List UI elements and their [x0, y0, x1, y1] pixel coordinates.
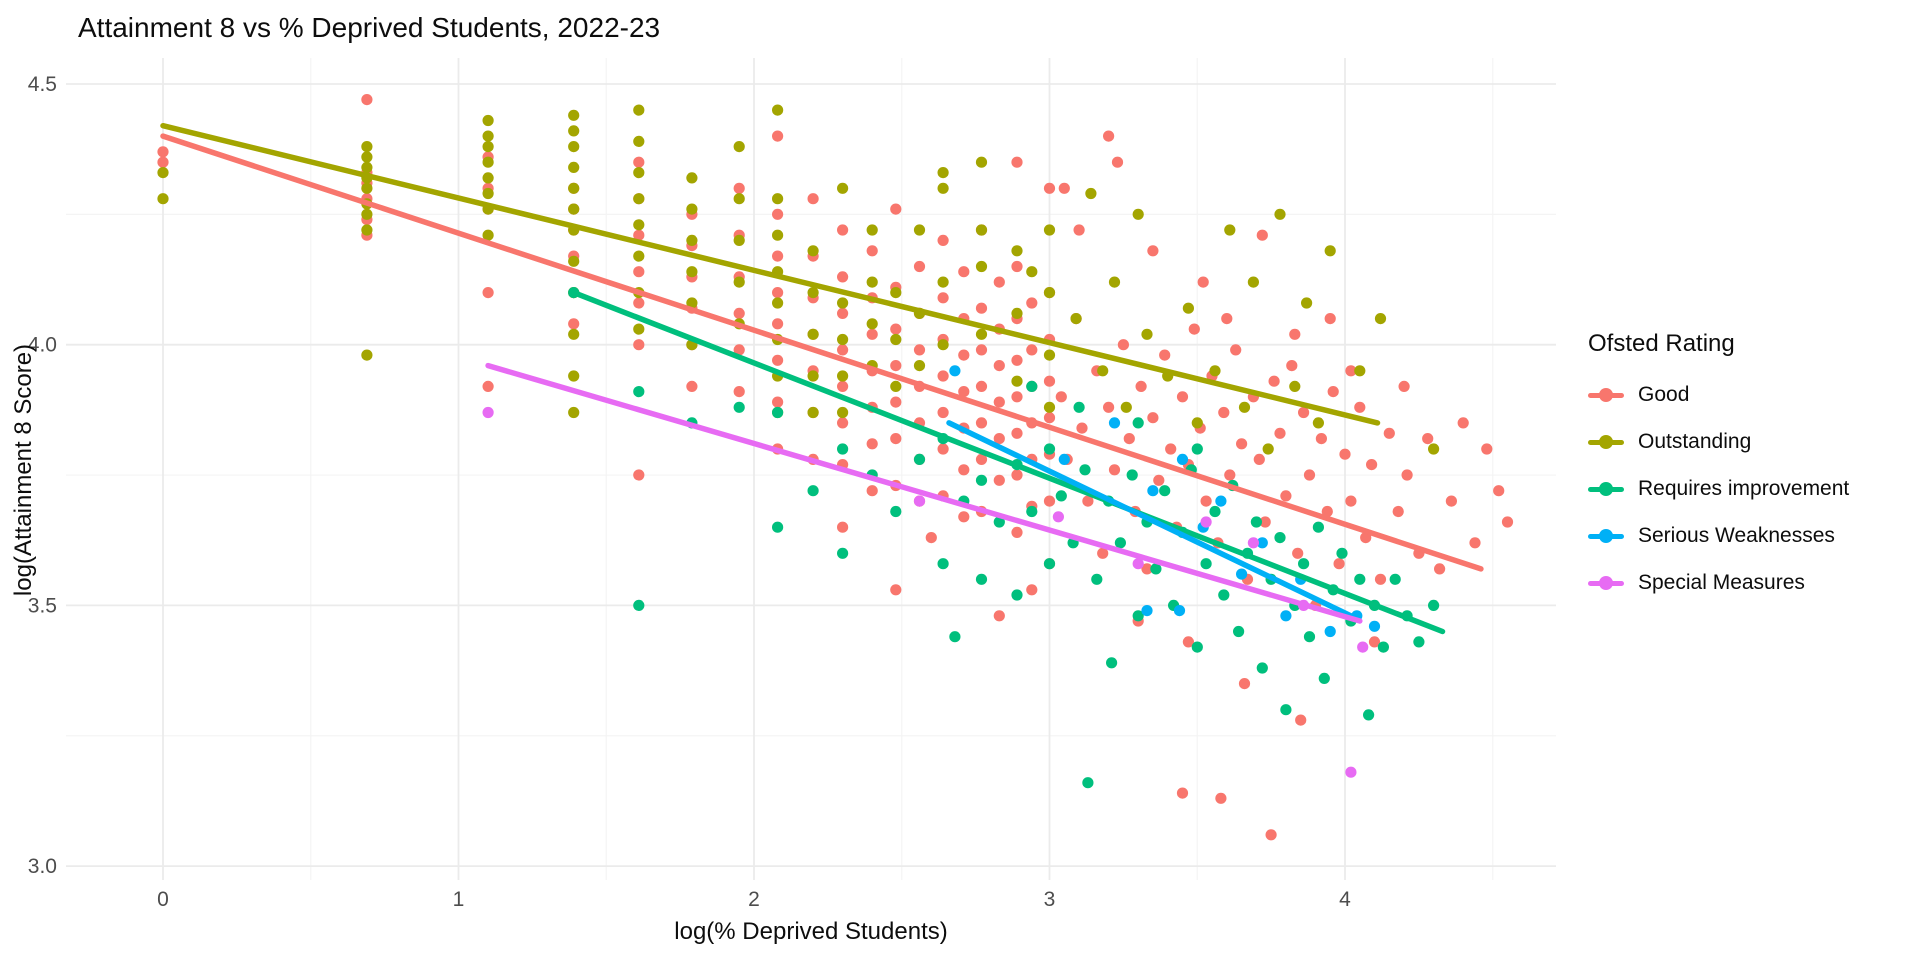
legend-key-special-measures-icon — [1588, 573, 1624, 593]
legend-item-special-measures: Special Measures — [1588, 570, 1849, 596]
legend-title: Ofsted Rating — [1588, 330, 1735, 357]
legend-label-good: Good — [1638, 383, 1690, 406]
legend-item-serious-weaknesses: Serious Weaknesses — [1588, 523, 1849, 549]
svg-text:3.0: 3.0 — [28, 855, 57, 878]
series-3-points — [949, 365, 1381, 638]
svg-text:2: 2 — [748, 888, 760, 911]
series-0-trendline — [160, 133, 1484, 572]
x-axis-title: log(% Deprived Students) — [674, 918, 948, 945]
svg-text:3.5: 3.5 — [28, 594, 57, 617]
legend-label-special-measures: Special Measures — [1638, 571, 1805, 594]
chart-title: Attainment 8 vs % Deprived Students, 202… — [78, 12, 661, 43]
series-4-points — [482, 406, 1369, 778]
gridlines — [66, 58, 1556, 880]
legend-label-serious-weaknesses: Serious Weaknesses — [1638, 524, 1835, 547]
svg-text:0: 0 — [157, 888, 169, 911]
svg-text:4.5: 4.5 — [28, 73, 57, 96]
legend-key-requires-improvement-icon — [1588, 479, 1624, 499]
y-tick-labels: 3.0 3.5 4.0 4.5 — [28, 73, 57, 878]
legend-item-outstanding: Outstanding — [1588, 429, 1849, 455]
legend-label-requires-improvement: Requires improvement — [1638, 477, 1850, 500]
svg-text:4: 4 — [1339, 888, 1351, 911]
series-4-trendline — [485, 362, 1363, 624]
svg-text:3: 3 — [1044, 888, 1056, 911]
legend-item-requires-improvement: Requires improvement — [1588, 476, 1849, 502]
legend-key-outstanding-icon — [1588, 432, 1624, 452]
svg-text:4.0: 4.0 — [28, 334, 57, 357]
y-axis-title: log(Attainment 8 Score) — [10, 343, 37, 597]
legend: Ofsted Rating Good Outstanding Requires … — [1588, 330, 1849, 617]
series-3-trendline — [946, 420, 1354, 619]
x-tick-labels: 0 1 2 3 4 — [157, 888, 1351, 911]
series-2-trendline — [570, 289, 1446, 635]
legend-item-good: Good — [1588, 382, 1849, 408]
legend-key-good-icon — [1588, 385, 1624, 405]
legend-label-outstanding: Outstanding — [1638, 430, 1752, 453]
series-1-trendline — [160, 122, 1381, 426]
legend-key-serious-weaknesses-icon — [1588, 526, 1624, 546]
svg-text:1: 1 — [453, 888, 465, 911]
